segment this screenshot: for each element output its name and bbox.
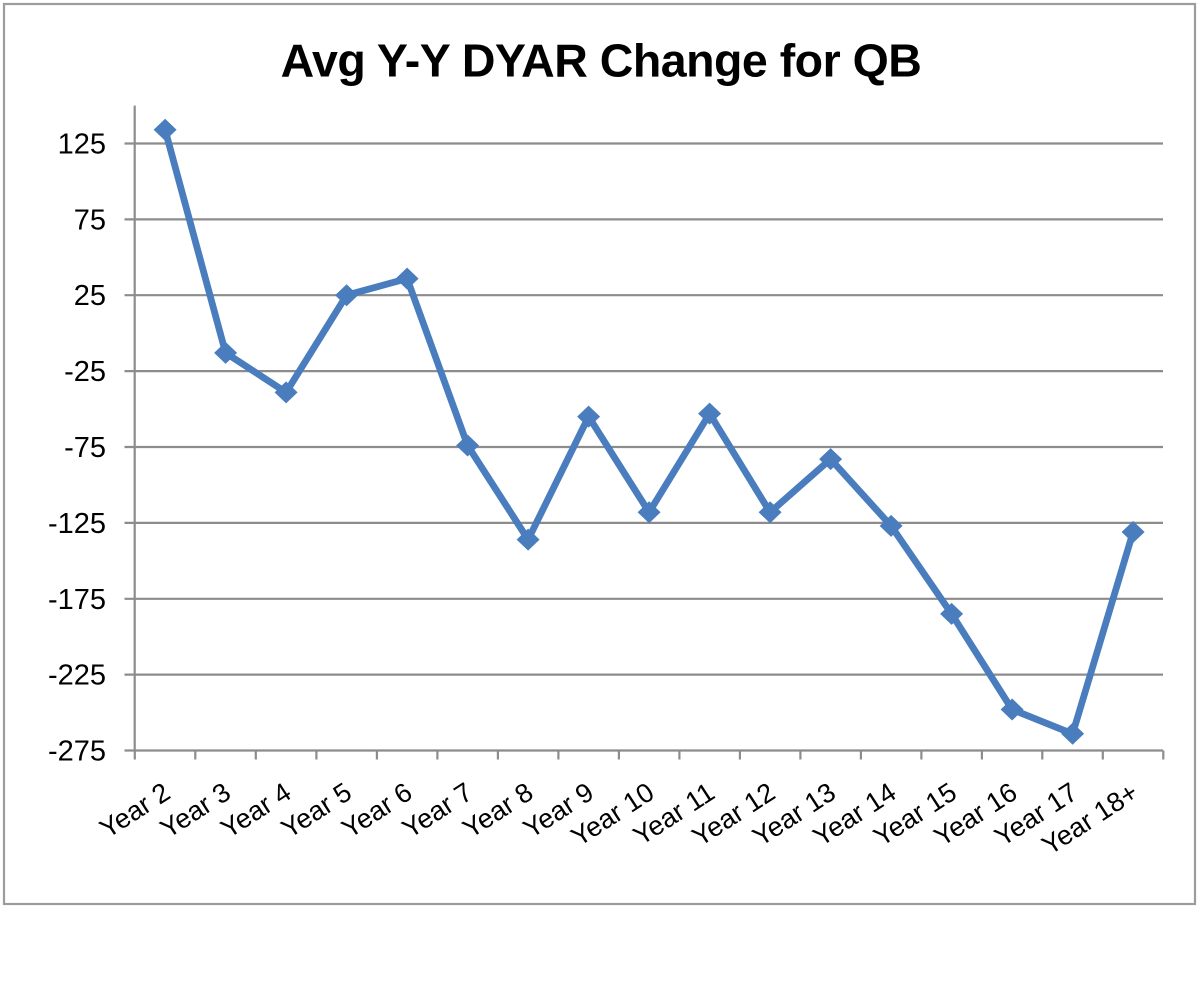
svg-text:-275: -275 [48, 736, 106, 768]
svg-text:-225: -225 [48, 660, 106, 692]
svg-text:Avg Y-Y DYAR Change for QB: Avg Y-Y DYAR Change for QB [281, 35, 922, 87]
svg-text:-25: -25 [64, 356, 106, 388]
svg-text:-175: -175 [48, 584, 106, 616]
svg-text:-125: -125 [48, 508, 106, 540]
svg-text:75: 75 [74, 204, 106, 236]
svg-text:-75: -75 [64, 432, 106, 464]
svg-text:125: 125 [58, 129, 106, 161]
svg-text:25: 25 [74, 280, 106, 312]
